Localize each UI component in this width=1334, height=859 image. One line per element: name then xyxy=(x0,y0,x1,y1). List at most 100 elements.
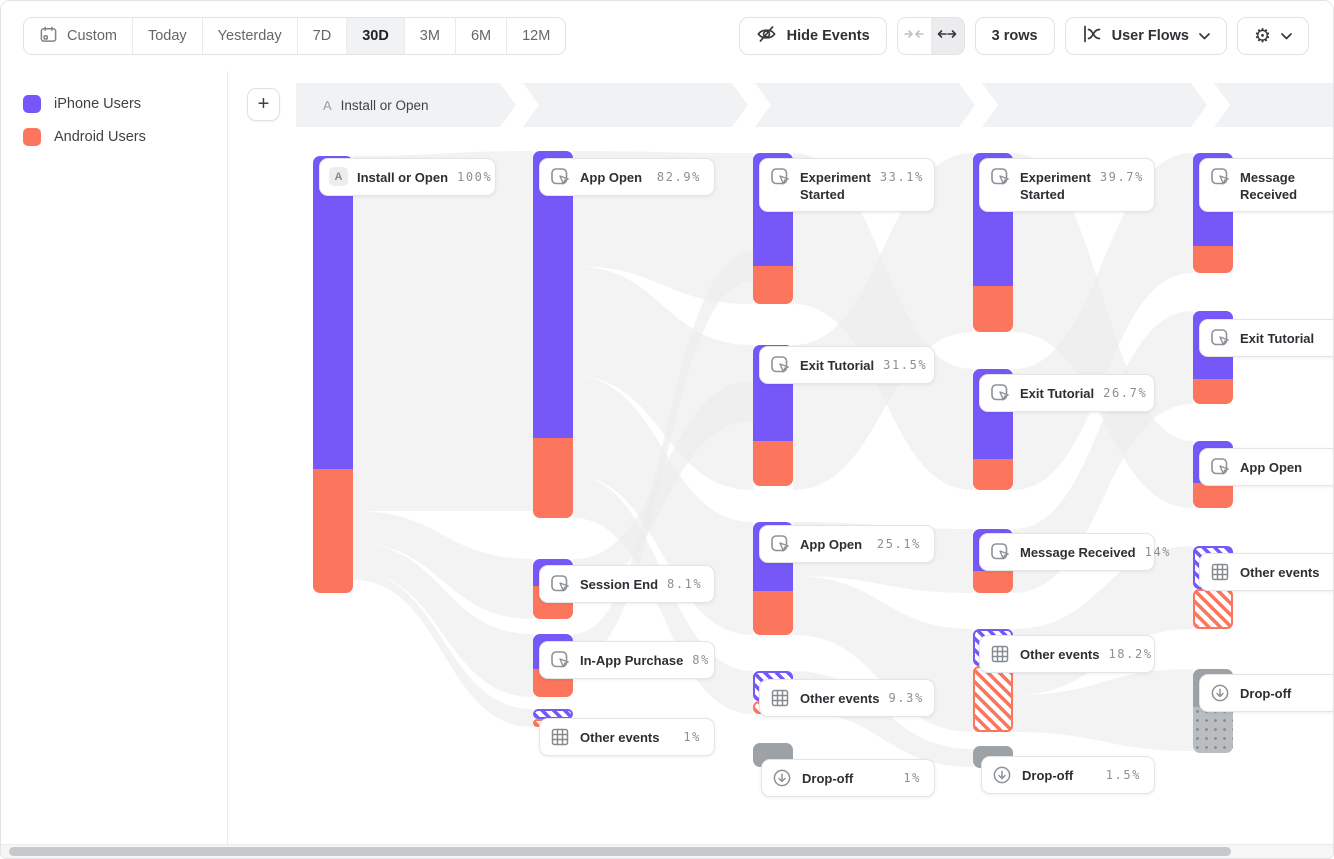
breadcrumb-segment xyxy=(523,83,748,127)
flow-node-bar-segment[interactable] xyxy=(533,438,573,518)
horizontal-scrollbar-thumb[interactable] xyxy=(9,847,1231,856)
view-selector-button[interactable]: User Flows xyxy=(1064,17,1227,55)
flow-node-label: Exit Tutorial xyxy=(800,358,875,373)
flow-node-bar-segment[interactable] xyxy=(533,151,573,438)
flow-node-card[interactable]: Drop-off 1.5% xyxy=(981,756,1155,794)
date-range-12m[interactable]: 12M xyxy=(507,18,566,54)
collapse-columns-button[interactable] xyxy=(897,18,931,54)
flow-link xyxy=(353,151,533,511)
flow-node-bar-segment[interactable] xyxy=(1193,707,1233,753)
event-icon xyxy=(549,649,571,676)
flow-node-card[interactable]: App Open xyxy=(1199,448,1333,486)
date-range-label: Yesterday xyxy=(217,28,282,44)
flow-node-bar-segment[interactable] xyxy=(313,469,353,593)
legend-item-iphone-users[interactable]: iPhone Users xyxy=(23,95,227,113)
add-step-button[interactable]: + xyxy=(247,88,280,121)
flow-node-card[interactable]: Experiment Started 39.7% xyxy=(979,158,1155,212)
hide-events-button[interactable]: Hide Events xyxy=(738,17,887,55)
flow-node-bar-segment[interactable] xyxy=(1193,246,1233,273)
flow-node-label: App Open xyxy=(1240,460,1303,475)
flow-node-card[interactable]: Exit Tutorial 31.5% xyxy=(759,346,935,384)
flow-node-card[interactable]: App Open 25.1% xyxy=(759,525,935,563)
flow-link xyxy=(353,571,533,727)
flow-node-label: Message Received xyxy=(1020,545,1136,560)
event-icon xyxy=(989,541,1011,568)
flow-node-percent: 1% xyxy=(683,730,701,744)
arrows-outward-icon xyxy=(937,27,957,45)
event-icon xyxy=(1209,166,1231,193)
flow-node-bar-segment[interactable] xyxy=(313,156,353,469)
flow-node-label: Experiment Started xyxy=(800,170,871,202)
flow-node-card[interactable]: Experiment Started 33.1% xyxy=(759,158,935,212)
date-range-label: 30D xyxy=(362,28,389,44)
flow-node-card[interactable]: Other events 9.3% xyxy=(759,679,935,717)
flow-node-card[interactable]: Message Received xyxy=(1199,158,1333,212)
settings-button[interactable]: ⚙ xyxy=(1236,17,1309,55)
flow-node-label: Other events xyxy=(800,691,880,706)
flow-node-card[interactable]: A Install or Open 100% xyxy=(319,158,496,196)
collapse-expand-toggle xyxy=(896,17,965,55)
breadcrumb-segment xyxy=(982,83,1207,127)
flow-node-bar-segment[interactable] xyxy=(973,666,1013,732)
expand-columns-button[interactable] xyxy=(930,18,964,54)
flow-node-card[interactable]: Exit Tutorial xyxy=(1199,319,1333,357)
flow-node-bar-segment[interactable] xyxy=(973,286,1013,332)
date-range-yesterday[interactable]: Yesterday xyxy=(202,18,298,54)
rows-button[interactable]: 3 rows xyxy=(974,17,1055,55)
flow-node-bar-segment[interactable] xyxy=(753,591,793,635)
flow-node-label: Drop-off xyxy=(802,771,854,786)
flow-node-card[interactable]: Exit Tutorial 26.7% xyxy=(979,374,1155,412)
flow-node-label: Other events xyxy=(1020,647,1100,662)
calendar-icon xyxy=(39,25,58,48)
flow-node-card[interactable]: In-App Purchase 8% xyxy=(539,641,715,679)
flow-node-card[interactable]: Message Received 14% xyxy=(979,533,1169,571)
flow-node-card[interactable]: Drop-off 1% xyxy=(761,759,935,797)
flow-node-bar-segment[interactable] xyxy=(753,441,793,486)
flow-node-percent: 31.5% xyxy=(883,358,928,372)
drop-off-icon xyxy=(771,767,793,794)
flow-node-label: Experiment Started xyxy=(1020,170,1091,202)
event-icon xyxy=(1209,327,1231,354)
user-flows-icon xyxy=(1082,24,1102,48)
flow-node-percent: 9.3% xyxy=(888,691,924,705)
legend-swatch xyxy=(23,128,41,146)
date-range-3m[interactable]: 3M xyxy=(404,18,456,54)
date-range-label: Today xyxy=(147,28,187,44)
flow-node-bar-segment[interactable] xyxy=(1193,379,1233,404)
flow-node-bar-segment[interactable] xyxy=(973,571,1013,593)
breadcrumb-segment[interactable]: A Install or Open xyxy=(296,83,516,127)
flow-node-card[interactable]: Other events xyxy=(1199,553,1333,591)
flow-node-percent: 8% xyxy=(692,653,710,667)
legend-item-android-users[interactable]: Android Users xyxy=(23,128,227,146)
breadcrumb-step-label: Install or Open xyxy=(340,97,429,113)
flow-node-card[interactable]: Session End 8.1% xyxy=(539,565,715,603)
legend-swatch xyxy=(23,95,41,113)
event-icon xyxy=(989,166,1011,193)
breadcrumb: A Install or Open xyxy=(296,83,1334,127)
date-range-6m[interactable]: 6M xyxy=(455,18,508,54)
flow-node-label: Exit Tutorial xyxy=(1020,386,1095,401)
flow-node-bar-segment[interactable] xyxy=(973,459,1013,490)
segment-sidebar: iPhone Users Android Users xyxy=(1,71,228,844)
rows-label: 3 rows xyxy=(991,28,1038,44)
event-icon xyxy=(1209,456,1231,483)
flow-link xyxy=(353,511,533,619)
flow-node-card[interactable]: App Open 82.9% xyxy=(539,158,715,196)
date-range-custom[interactable]: Custom xyxy=(24,18,133,54)
flow-node-card[interactable]: Other events 1% xyxy=(539,718,715,756)
horizontal-scrollbar xyxy=(1,844,1333,858)
date-range-today[interactable]: Today xyxy=(132,18,203,54)
flow-node-card[interactable]: Other events 18.2% xyxy=(979,635,1155,673)
date-range-group: Custom Today Yesterday 7D 30D 3M 6M 12M xyxy=(23,17,567,55)
event-icon xyxy=(549,573,571,600)
flow-node-bar-segment[interactable] xyxy=(1193,483,1233,508)
segment-legend: iPhone Users Android Users xyxy=(1,71,227,146)
flow-node-bar-segment[interactable] xyxy=(1193,589,1233,629)
flow-node-bar-segment[interactable] xyxy=(753,266,793,304)
flow-node-label: Install or Open xyxy=(357,170,449,185)
date-range-30d[interactable]: 30D xyxy=(347,18,405,54)
date-range-7d[interactable]: 7D xyxy=(297,18,348,54)
flow-node-card[interactable]: Drop-off xyxy=(1199,674,1333,712)
flow-node-label: Exit Tutorial xyxy=(1240,331,1315,346)
